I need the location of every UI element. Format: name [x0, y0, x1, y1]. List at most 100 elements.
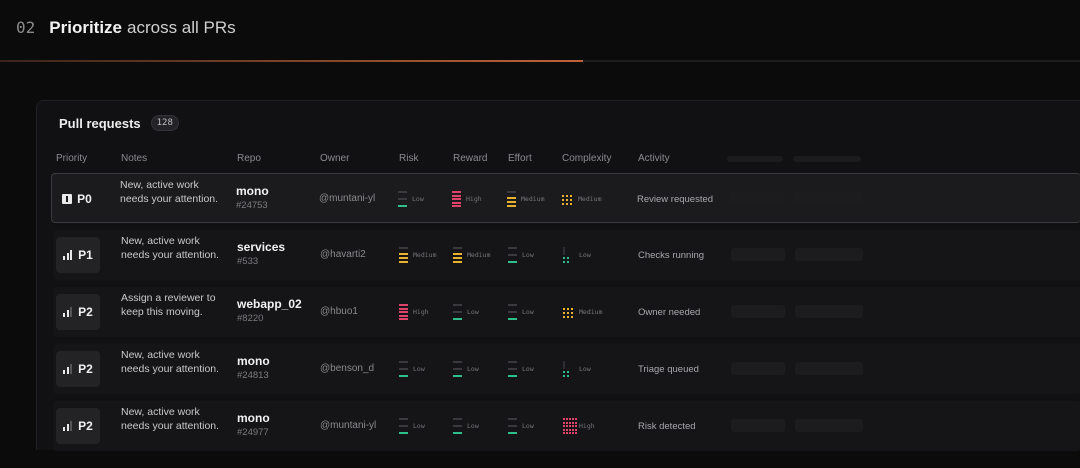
repo-name: webapp_02 [237, 297, 302, 311]
effort-indicator: Medium [507, 188, 544, 210]
column-owner[interactable]: Owner [320, 153, 350, 164]
risk-level-icon [398, 189, 408, 209]
reward-level-icon [453, 359, 463, 379]
risk-level-icon [399, 416, 409, 436]
reward-level-icon [452, 189, 462, 209]
risk-indicator: Low [399, 358, 425, 380]
signal-bars-icon [63, 250, 73, 260]
effort-level-icon [508, 359, 518, 379]
repo-name: mono [236, 184, 269, 198]
section-number: 02 [16, 18, 36, 37]
priority-badge[interactable]: P2 [56, 294, 100, 330]
column-effort[interactable]: Effort [508, 153, 532, 164]
reward-level-icon [453, 416, 463, 436]
complexity-grid-icon [563, 302, 575, 322]
risk-indicator: Medium [399, 244, 436, 266]
owner-handle[interactable]: @havarti2 [320, 249, 366, 260]
column-reward[interactable]: Reward [453, 153, 488, 164]
risk-level-label: Low [412, 195, 424, 203]
priority-badge[interactable]: P2 [56, 408, 100, 444]
table-row[interactable]: P2 New, active work needs your attention.… [53, 401, 1080, 451]
owner-handle[interactable]: @hbuo1 [320, 306, 358, 317]
effort-indicator: Low [508, 415, 534, 437]
effort-indicator: Low [508, 301, 534, 323]
risk-level-label: Low [413, 422, 425, 430]
complexity-level-label: High [579, 422, 595, 430]
owner-handle[interactable]: @muntani-yl [320, 420, 377, 431]
repo-cell[interactable]: mono #24753 [236, 184, 269, 211]
risk-level-label: Medium [413, 251, 437, 259]
complexity-grid-icon [563, 416, 577, 436]
panel-header: Pull requests 128 [59, 115, 179, 131]
effort-level-icon [508, 302, 518, 322]
placeholder-bar [730, 192, 784, 205]
placeholder-bar [731, 248, 785, 261]
table-row[interactable]: P0 New, active work needs your attention.… [51, 173, 1080, 223]
risk-indicator: Low [398, 188, 424, 210]
complexity-indicator: Low [563, 244, 591, 266]
risk-level-label: High [413, 308, 429, 316]
table-row[interactable]: P2 Assign a reviewer to keep this moving.… [53, 287, 1080, 337]
reward-indicator: Low [453, 415, 479, 437]
repo-cell[interactable]: mono #24813 [237, 354, 270, 381]
pr-number: #24977 [237, 427, 269, 438]
complexity-level-label: Low [579, 251, 591, 259]
effort-level-label: Medium [521, 195, 545, 203]
owner-handle[interactable]: @muntani-yl [319, 193, 376, 204]
placeholder-bar [795, 362, 863, 375]
column-activity[interactable]: Activity [638, 153, 670, 164]
row-notes: New, active work needs your attention. [121, 235, 220, 261]
effort-level-label: Low [522, 422, 534, 430]
activity-status: Risk detected [638, 421, 696, 432]
placeholder-bar [795, 248, 863, 261]
complexity-indicator: Medium [562, 188, 601, 210]
section-progress-fill [0, 60, 584, 62]
row-notes: New, active work needs your attention. [121, 349, 220, 375]
placeholder-bar [731, 362, 785, 375]
count-badge: 128 [150, 115, 179, 131]
priority-badge[interactable]: P2 [56, 351, 100, 387]
panel-title: Pull requests [59, 115, 141, 131]
repo-cell[interactable]: mono #24977 [237, 411, 270, 438]
signal-bars-icon [63, 421, 73, 431]
effort-level-icon [507, 189, 517, 209]
column-placeholder [793, 156, 861, 162]
effort-level-icon [508, 416, 518, 436]
complexity-level-label: Medium [578, 195, 602, 203]
priority-badge[interactable]: P0 [55, 181, 99, 217]
section-progress-bar [0, 60, 1080, 62]
repo-name: mono [237, 411, 270, 425]
complexity-indicator: High [563, 415, 595, 437]
row-notes: Assign a reviewer to keep this moving. [121, 292, 216, 318]
column-complexity[interactable]: Complexity [562, 153, 612, 164]
table-row[interactable]: P2 New, active work needs your attention.… [53, 344, 1080, 394]
column-repo[interactable]: Repo [237, 153, 261, 164]
priority-label: P1 [78, 248, 93, 262]
priority-label: P2 [78, 305, 93, 319]
reward-level-label: High [466, 195, 482, 203]
column-notes[interactable]: Notes [121, 153, 148, 164]
reward-level-label: Low [467, 365, 479, 373]
repo-cell[interactable]: webapp_02 #8220 [237, 297, 302, 324]
owner-handle[interactable]: @benson_d [320, 363, 375, 374]
footer-strip [0, 452, 1080, 468]
signal-bars-icon [63, 364, 73, 374]
column-headers: Priority Notes Repo Owner Risk Reward Ef… [37, 153, 1080, 167]
reward-level-label: Low [467, 422, 479, 430]
complexity-indicator: Low [563, 358, 591, 380]
repo-cell[interactable]: services #533 [237, 240, 285, 267]
section-title-rest: across all PRs [127, 18, 236, 37]
column-priority[interactable]: Priority [56, 153, 88, 164]
pull-requests-panel: Pull requests 128 Priority Notes Repo Ow… [36, 100, 1080, 451]
column-risk[interactable]: Risk [399, 153, 419, 164]
effort-level-icon [508, 245, 518, 265]
repo-name: services [237, 240, 286, 254]
activity-status: Triage queued [638, 364, 699, 375]
placeholder-bar [795, 419, 863, 432]
priority-badge[interactable]: P1 [56, 237, 100, 273]
row-notes: New, active work needs your attention. [121, 406, 220, 432]
placeholder-bar [794, 192, 862, 205]
section-title-bold: Prioritize [49, 18, 123, 37]
table-row[interactable]: P1 New, active work needs your attention.… [53, 230, 1080, 280]
priority-label: P2 [78, 419, 93, 433]
